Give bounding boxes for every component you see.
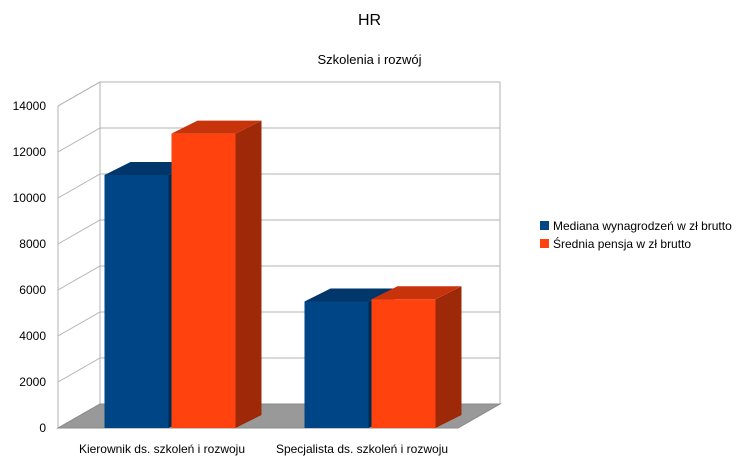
y-tick-label: 8000 [19, 237, 46, 251]
y-tick-label: 2000 [19, 375, 46, 389]
bar [371, 299, 436, 428]
bar-side [235, 120, 262, 428]
gridline [57, 173, 500, 199]
y-tick-label: 14000 [13, 99, 47, 113]
x-tick-label: Kierownik ds. szkoleń i rozwoju [79, 442, 245, 456]
bar [304, 301, 369, 428]
chart-subtitle: Szkolenia i rozwój [317, 52, 422, 67]
gridline [57, 81, 500, 107]
y-tick-label: 12000 [13, 145, 47, 159]
bar-side [435, 286, 462, 428]
y-tick-label: 6000 [19, 283, 46, 297]
side-wall [57, 81, 101, 429]
legend-swatch [540, 221, 549, 230]
bar [104, 175, 169, 428]
bar-top [171, 120, 262, 134]
x-tick-label: Specjalista ds. szkoleń i rozwoju [276, 442, 448, 456]
legend-swatch [540, 239, 549, 248]
y-tick-label: 0 [39, 421, 46, 435]
legend-label: Mediana wynagrodzeń w zł brutto [553, 219, 732, 233]
bar-top [304, 288, 395, 302]
gridline [57, 219, 500, 245]
legend-label: Średnia pensja w zł brutto [553, 236, 691, 251]
gridline [57, 265, 500, 291]
chart-title: HR [357, 12, 382, 29]
bar-top [371, 286, 462, 300]
y-tick-label: 10000 [13, 191, 47, 205]
y-tick-label: 4000 [19, 329, 46, 343]
bar [171, 133, 236, 428]
gridline [57, 127, 500, 153]
